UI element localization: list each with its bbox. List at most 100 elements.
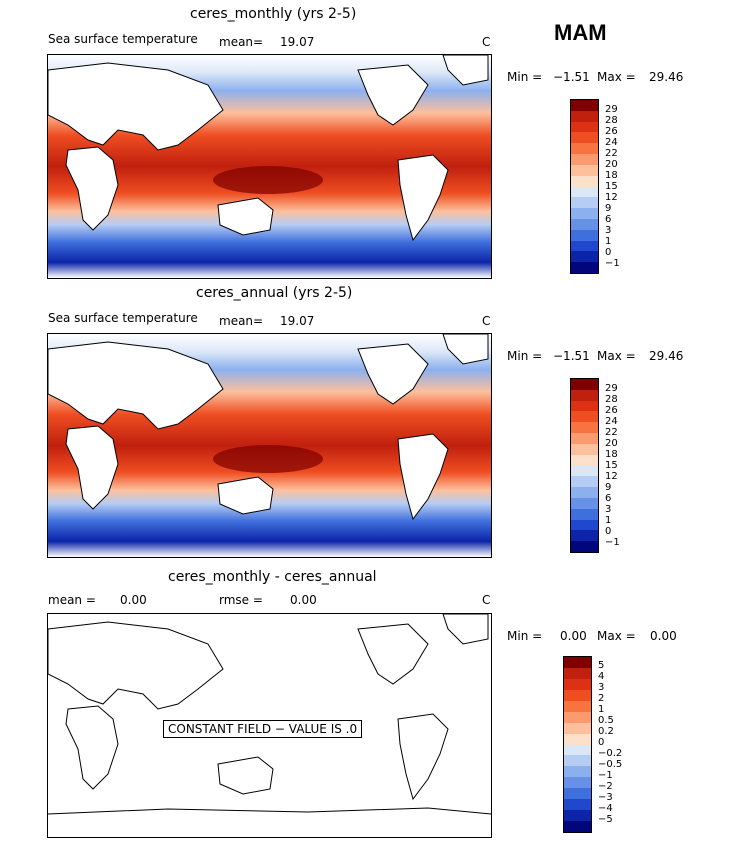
colorbar-swatch — [564, 788, 591, 800]
panel-1-max-label: Max = — [597, 70, 636, 84]
panel-1-map — [47, 54, 492, 279]
colorbar-swatch — [571, 497, 598, 509]
colorbar-swatch — [564, 678, 591, 690]
colorbar-tick-label: 22 — [605, 148, 618, 159]
colorbar-tick-label: −0.5 — [598, 759, 623, 770]
colorbar-swatch — [571, 379, 598, 390]
colorbar-swatch — [571, 132, 598, 144]
colorbar-tick-label: 1 — [605, 515, 612, 526]
colorbar-tick-label: 0.5 — [598, 715, 614, 726]
colorbar-swatch — [564, 689, 591, 701]
colorbar-tick-label: 26 — [605, 126, 618, 137]
colorbar-swatch — [571, 121, 598, 133]
colorbar-swatch — [571, 208, 598, 219]
panel-2-min-value: −1.51 — [553, 349, 590, 363]
colorbar-swatch — [571, 530, 598, 542]
colorbar-swatch — [571, 443, 598, 455]
colorbar-swatch — [564, 657, 591, 668]
colorbar-tick-label: 24 — [605, 137, 618, 148]
colorbar-tick-label: 3 — [598, 682, 605, 693]
colorbar-swatch — [564, 766, 591, 778]
colorbar-tick-label: 1 — [598, 704, 605, 715]
colorbar-swatch — [571, 100, 598, 111]
colorbar-swatch — [571, 541, 598, 552]
colorbar-swatch — [571, 465, 598, 477]
colorbar-swatch — [571, 197, 598, 209]
colorbar-swatch — [571, 487, 598, 498]
panel-3-mean-value: 0.00 — [120, 593, 147, 607]
colorbar-tick-label: 9 — [605, 203, 612, 214]
colorbar-swatch — [571, 433, 598, 444]
colorbar-swatch — [571, 229, 598, 241]
panel-2-colorbar — [570, 378, 599, 553]
panel-2-mean-label: mean= — [219, 314, 264, 328]
colorbar-swatch — [571, 389, 598, 401]
panel-3-max-label: Max = — [597, 629, 636, 643]
panel-3-min-value: 0.00 — [560, 629, 587, 643]
colorbar-tick-label: 6 — [605, 493, 612, 504]
colorbar-tick-label: 0 — [605, 247, 612, 258]
panel-3-colorbar — [563, 656, 592, 833]
colorbar-tick-label: 22 — [605, 427, 618, 438]
difference-field-map — [48, 614, 491, 837]
constant-field-message: CONSTANT FIELD − VALUE IS .0 — [163, 720, 363, 738]
colorbar-swatch — [571, 508, 598, 520]
panel-2-map — [47, 333, 492, 558]
colorbar-tick-label: 12 — [605, 471, 618, 482]
colorbar-swatch — [564, 799, 591, 811]
colorbar-tick-label: −1 — [605, 537, 620, 548]
panel-1-unit: C — [482, 35, 491, 49]
colorbar-tick-label: 3 — [605, 504, 612, 515]
panel-2-max-label: Max = — [597, 349, 636, 363]
colorbar-swatch — [564, 821, 591, 832]
panel-2-title: ceres_annual (yrs 2-5) — [196, 285, 353, 301]
colorbar-swatch — [571, 143, 598, 155]
colorbar-tick-label: 6 — [605, 214, 612, 225]
colorbar-tick-label: −1 — [598, 770, 613, 781]
colorbar-tick-label: 29 — [605, 383, 618, 394]
colorbar-tick-label: 12 — [605, 192, 618, 203]
panel-1-min-value: −1.51 — [553, 70, 590, 84]
season-label: MAM — [554, 20, 607, 45]
colorbar-tick-label: 2 — [598, 693, 605, 704]
panel-1-colorbar — [570, 99, 599, 274]
colorbar-swatch — [564, 744, 591, 756]
colorbar-swatch — [571, 422, 598, 434]
panel-3-mean-label: mean = — [48, 593, 96, 607]
colorbar-swatch — [571, 519, 598, 531]
colorbar-swatch — [571, 164, 598, 176]
panel-1-title: ceres_monthly (yrs 2-5) — [190, 6, 357, 22]
colorbar-swatch — [564, 700, 591, 712]
colorbar-swatch — [571, 240, 598, 252]
panel-3-unit: C — [482, 593, 491, 607]
panel-1-mean-label: mean= — [219, 35, 264, 49]
sst-field-map — [48, 334, 491, 557]
colorbar-tick-label: −2 — [598, 781, 613, 792]
colorbar-swatch — [564, 810, 591, 822]
colorbar-swatch — [564, 755, 591, 767]
colorbar-tick-label: −0.2 — [598, 748, 623, 759]
colorbar-swatch — [564, 733, 591, 745]
panel-3-min-label: Min = — [507, 629, 543, 643]
panel-3-map: CONSTANT FIELD − VALUE IS .0 — [47, 613, 492, 838]
colorbar-tick-label: 18 — [605, 170, 618, 181]
colorbar-tick-label: 4 — [598, 671, 605, 682]
colorbar-tick-label: 20 — [605, 159, 618, 170]
panel-3-max-value: 0.00 — [650, 629, 677, 643]
colorbar-swatch — [571, 175, 598, 187]
panel-1-max-value: 29.46 — [649, 70, 684, 84]
colorbar-tick-label: 0 — [605, 526, 612, 537]
panel-1-variable: Sea surface temperature — [48, 32, 198, 46]
colorbar-tick-label: 9 — [605, 482, 612, 493]
colorbar-tick-label: −4 — [598, 803, 613, 814]
panel-2-min-label: Min = — [507, 349, 543, 363]
colorbar-tick-label: −5 — [598, 814, 613, 825]
panel-2-unit: C — [482, 314, 491, 328]
panel-3-rmse-value: 0.00 — [290, 593, 317, 607]
colorbar-tick-label: 18 — [605, 449, 618, 460]
colorbar-swatch — [571, 476, 598, 488]
colorbar-tick-label: 15 — [605, 181, 618, 192]
colorbar-swatch — [571, 186, 598, 198]
panel-1-min-label: Min = — [507, 70, 543, 84]
colorbar-tick-label: −1 — [605, 258, 620, 269]
